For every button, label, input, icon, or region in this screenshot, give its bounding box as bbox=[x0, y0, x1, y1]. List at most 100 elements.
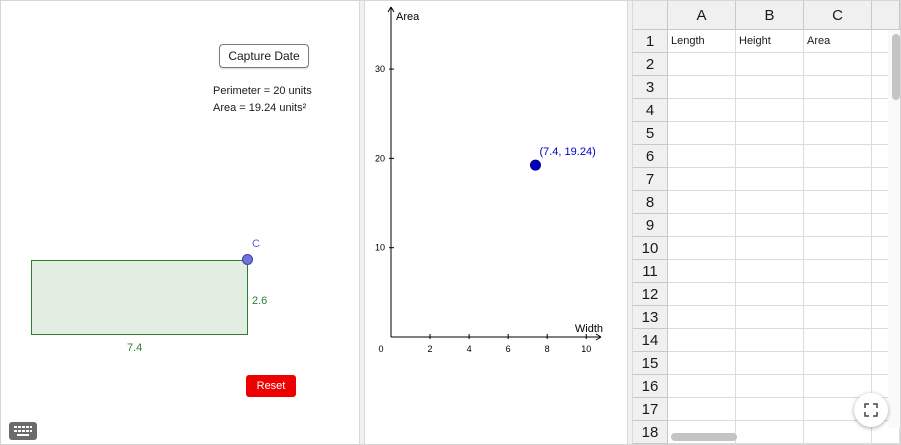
row-header-10[interactable]: 10 bbox=[633, 237, 668, 260]
cell-c16[interactable] bbox=[804, 375, 872, 398]
cell-a3[interactable] bbox=[668, 76, 736, 99]
cell-c11[interactable] bbox=[804, 260, 872, 283]
cell-b3[interactable] bbox=[736, 76, 804, 99]
point-c-handle[interactable] bbox=[242, 254, 253, 265]
column-header-a[interactable]: A bbox=[668, 1, 736, 30]
row-header-18[interactable]: 18 bbox=[633, 421, 668, 444]
view-divider-1[interactable] bbox=[359, 1, 365, 444]
capture-date-button[interactable]: Capture Date bbox=[219, 44, 309, 68]
fullscreen-button[interactable] bbox=[854, 393, 888, 427]
cell-a5[interactable] bbox=[668, 122, 736, 145]
cell-c3[interactable] bbox=[804, 76, 872, 99]
cell-b15[interactable] bbox=[736, 352, 804, 375]
row-header-5[interactable]: 5 bbox=[633, 122, 668, 145]
cell-c1[interactable]: Area bbox=[804, 30, 872, 53]
cell-a2[interactable] bbox=[668, 53, 736, 76]
column-header-c[interactable]: C bbox=[804, 1, 872, 30]
row-header-11[interactable]: 11 bbox=[633, 260, 668, 283]
cell-a13[interactable] bbox=[668, 306, 736, 329]
cell-a6[interactable] bbox=[668, 145, 736, 168]
x-tick-label-10: 10 bbox=[581, 344, 591, 354]
row-header-12[interactable]: 12 bbox=[633, 283, 668, 306]
cell-b16[interactable] bbox=[736, 375, 804, 398]
cell-a9[interactable] bbox=[668, 214, 736, 237]
cell-c12[interactable] bbox=[804, 283, 872, 306]
vertical-scrollbar-track[interactable] bbox=[888, 30, 900, 428]
fullscreen-icon bbox=[864, 403, 878, 417]
cell-b18[interactable] bbox=[736, 421, 804, 444]
cell-a15[interactable] bbox=[668, 352, 736, 375]
cell-b9[interactable] bbox=[736, 214, 804, 237]
cell-b1[interactable]: Height bbox=[736, 30, 804, 53]
cell-b2[interactable] bbox=[736, 53, 804, 76]
cell-c10[interactable] bbox=[804, 237, 872, 260]
reset-button[interactable]: Reset bbox=[246, 375, 296, 397]
scatter-plot: 0 2 4 6 8 10 10 20 30 Area Width (7.4, 19.24) bbox=[375, 6, 603, 354]
cell-b11[interactable] bbox=[736, 260, 804, 283]
horizontal-scrollbar[interactable] bbox=[671, 433, 737, 441]
y-tick-label-30: 30 bbox=[375, 64, 385, 74]
cell-c6[interactable] bbox=[804, 145, 872, 168]
cell-c9[interactable] bbox=[804, 214, 872, 237]
cell-a7[interactable] bbox=[668, 168, 736, 191]
cell-b14[interactable] bbox=[736, 329, 804, 352]
y-axis-arrow bbox=[387, 6, 395, 13]
cell-c13[interactable] bbox=[804, 306, 872, 329]
cell-a4[interactable] bbox=[668, 99, 736, 122]
row-header-9[interactable]: 9 bbox=[633, 214, 668, 237]
cell-a8[interactable] bbox=[668, 191, 736, 214]
column-header-b[interactable]: B bbox=[736, 1, 804, 30]
cell-a16[interactable] bbox=[668, 375, 736, 398]
cell-b6[interactable] bbox=[736, 145, 804, 168]
cell-b8[interactable] bbox=[736, 191, 804, 214]
row-header-16[interactable]: 16 bbox=[633, 375, 668, 398]
cell-b13[interactable] bbox=[736, 306, 804, 329]
height-label: 2.6 bbox=[252, 295, 268, 307]
spreadsheet-corner[interactable] bbox=[633, 1, 668, 30]
row-header-4[interactable]: 4 bbox=[633, 99, 668, 122]
x-tick-label-6: 6 bbox=[506, 344, 511, 354]
cell-a12[interactable] bbox=[668, 283, 736, 306]
cell-c2[interactable] bbox=[804, 53, 872, 76]
cell-a11[interactable] bbox=[668, 260, 736, 283]
cell-b10[interactable] bbox=[736, 237, 804, 260]
row-header-14[interactable]: 14 bbox=[633, 329, 668, 352]
view-divider-2[interactable] bbox=[627, 1, 633, 444]
row-header-3[interactable]: 3 bbox=[633, 76, 668, 99]
cell-b7[interactable] bbox=[736, 168, 804, 191]
keyboard-icon[interactable] bbox=[9, 422, 37, 440]
cell-c5[interactable] bbox=[804, 122, 872, 145]
data-point-0[interactable] bbox=[529, 159, 541, 171]
row-header-17[interactable]: 17 bbox=[633, 398, 668, 421]
row-header-1[interactable]: 1 bbox=[633, 30, 668, 53]
cell-c4[interactable] bbox=[804, 99, 872, 122]
cell-c15[interactable] bbox=[804, 352, 872, 375]
row-header-2[interactable]: 2 bbox=[633, 53, 668, 76]
cell-a1[interactable]: Length bbox=[668, 30, 736, 53]
cell-c18[interactable] bbox=[804, 421, 872, 444]
x-tick-label-0: 0 bbox=[378, 344, 383, 354]
cell-a14[interactable] bbox=[668, 329, 736, 352]
row-header-8[interactable]: 8 bbox=[633, 191, 668, 214]
vertical-scrollbar[interactable] bbox=[892, 34, 900, 100]
graphics-view-2[interactable]: 0 2 4 6 8 10 10 20 30 Area Width (7.4, 19.24) bbox=[365, 1, 627, 444]
x-tick-label-4: 4 bbox=[467, 344, 472, 354]
cell-b4[interactable] bbox=[736, 99, 804, 122]
row-header-15[interactable]: 15 bbox=[633, 352, 668, 375]
y-tick-label-20: 20 bbox=[375, 153, 385, 163]
cell-c14[interactable] bbox=[804, 329, 872, 352]
cell-a17[interactable] bbox=[668, 398, 736, 421]
cell-b17[interactable] bbox=[736, 398, 804, 421]
rectangle-shape[interactable] bbox=[31, 260, 248, 335]
cell-a10[interactable] bbox=[668, 237, 736, 260]
column-header-extra[interactable] bbox=[872, 1, 900, 30]
cell-b5[interactable] bbox=[736, 122, 804, 145]
spreadsheet-view[interactable]: A B C 1 Length Height Area 2 3 4 5 6 7 8 9 10 11 12 13 14 15… bbox=[633, 1, 900, 444]
cell-c8[interactable] bbox=[804, 191, 872, 214]
cell-c7[interactable] bbox=[804, 168, 872, 191]
graphics-view-1[interactable]: Capture Date Perimeter = 20 units Area =… bbox=[1, 1, 359, 444]
row-header-6[interactable]: 6 bbox=[633, 145, 668, 168]
row-header-7[interactable]: 7 bbox=[633, 168, 668, 191]
row-header-13[interactable]: 13 bbox=[633, 306, 668, 329]
cell-b12[interactable] bbox=[736, 283, 804, 306]
